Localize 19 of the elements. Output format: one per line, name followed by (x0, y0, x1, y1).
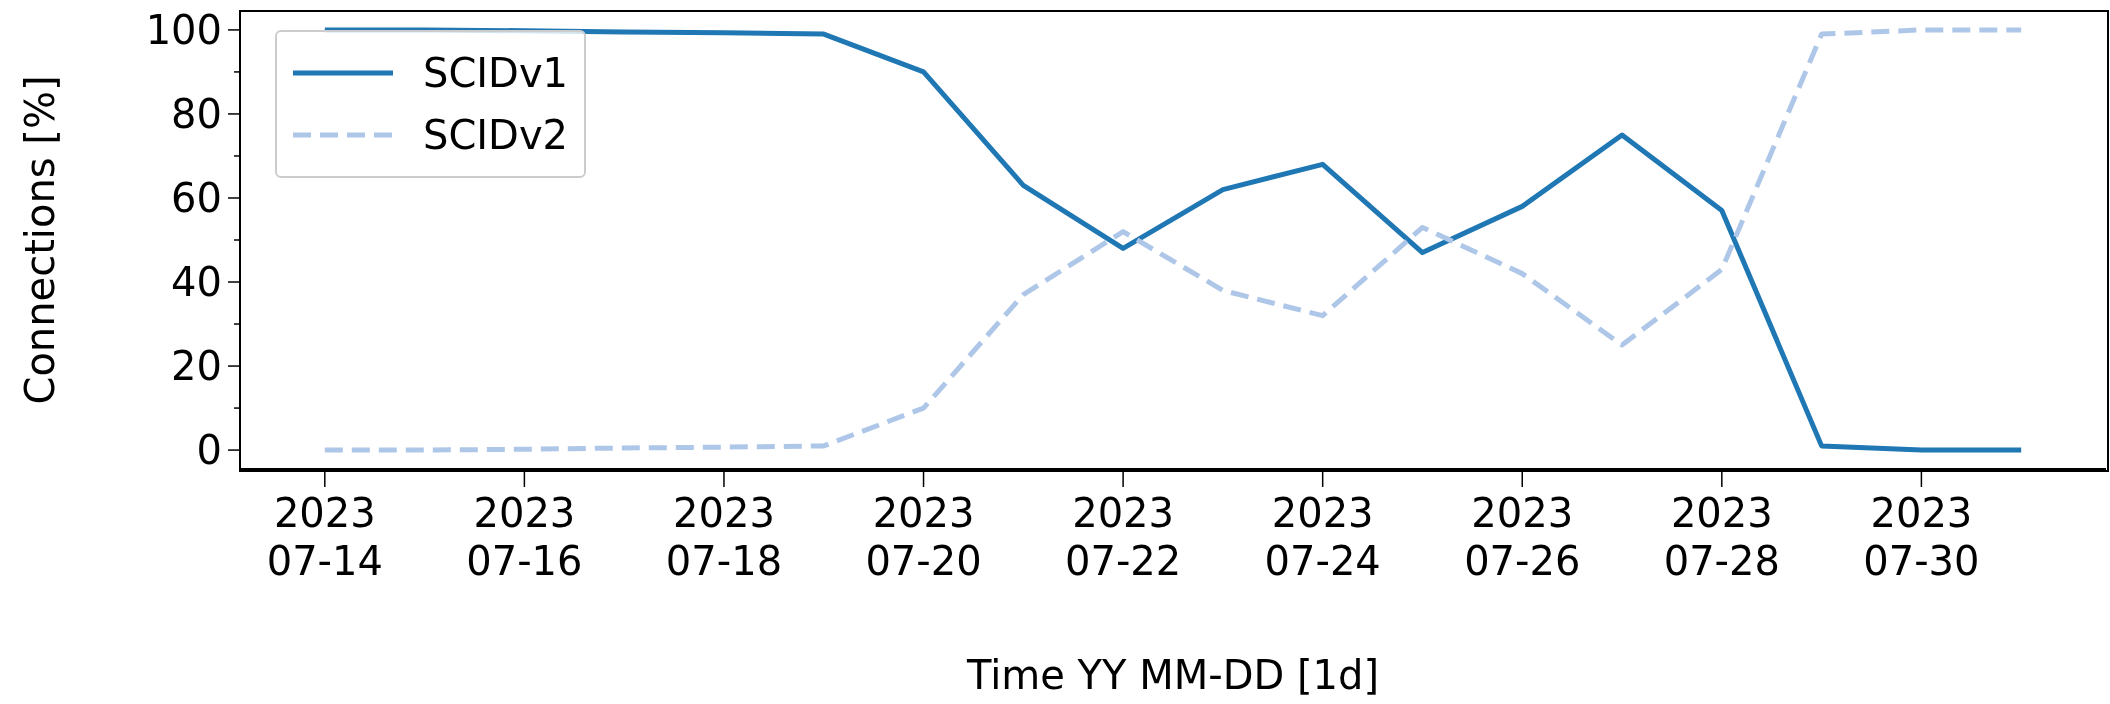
x-axis-title: Time YY MM-DD [1d] (965, 652, 1380, 698)
y-tick-label: 60 (171, 174, 222, 221)
y-tick-label: 100 (145, 6, 222, 53)
x-tick-label: 2023 07-14 (266, 490, 383, 584)
y-tick-label: 80 (171, 90, 222, 137)
x-tick-label: 2023 07-16 (466, 490, 583, 584)
y-axis-title: Connections [%] (17, 75, 64, 405)
legend-label: SCIDv1 (423, 50, 569, 96)
y-tick-label: 0 (196, 427, 222, 474)
x-tick-label: 2023 07-24 (1264, 490, 1381, 584)
x-tick-label: 2023 07-22 (1064, 490, 1182, 584)
y-tick-label: 20 (171, 343, 222, 390)
x-tick-label: 2023 07-26 (1464, 490, 1581, 584)
y-tick-label: 40 (171, 259, 222, 306)
x-tick-label: 2023 07-28 (1663, 490, 1780, 584)
x-tick-label: 2023 07-20 (865, 490, 982, 584)
x-tick-label: 2023 07-18 (665, 490, 783, 584)
legend-label: SCIDv2 (423, 112, 569, 158)
x-tick-label: 2023 07-30 (1863, 490, 1980, 584)
